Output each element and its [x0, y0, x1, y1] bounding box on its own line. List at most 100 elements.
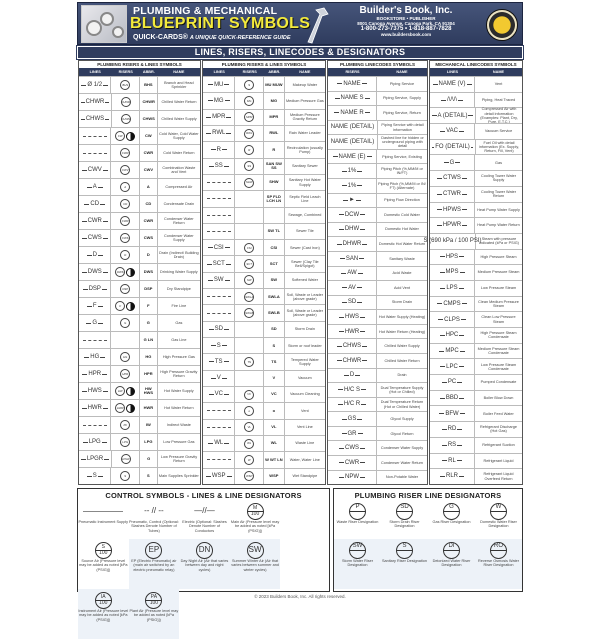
- line-stroke: [360, 316, 365, 318]
- symbol-name: Acid Waste: [392, 271, 412, 276]
- line-symbol: SAN: [328, 251, 378, 266]
- designator-circle-icon: W: [490, 502, 507, 520]
- designator-symbol: M 100: [246, 502, 264, 520]
- designator-code: SW: [352, 542, 363, 549]
- table-row: S S S Main Supplies Sprinkler: [79, 467, 200, 484]
- symbol-name: Soil, Waste or Leader (above grade): [286, 292, 324, 301]
- symbol-name: Branch and Head Sprinkler: [164, 80, 194, 89]
- riser-circle-icon: CHWR: [120, 97, 131, 107]
- table-row: F F F Fire Line: [79, 297, 200, 314]
- table-row: HPR HPR HPR High Pressure Gravity Return: [79, 365, 200, 382]
- symbol-name: Glycol Supply: [390, 416, 414, 421]
- table-row: CLPS Clean Low Pressure Steam: [430, 311, 522, 327]
- line-label: SS: [214, 163, 223, 170]
- line-stroke: [437, 193, 443, 195]
- column-header: RISERS: [345, 70, 360, 74]
- symbol-name: Condenser Water Return: [164, 216, 194, 225]
- designator-symbol: G: [443, 502, 460, 520]
- line-stroke: [357, 433, 363, 435]
- table-row: RL Refrigerant Liquid: [430, 452, 522, 469]
- line-symbol: CTWR: [430, 186, 476, 202]
- designator-label: Pneumatic, Control (Optional: Slashes De…: [128, 520, 179, 533]
- line-symbol: RD: [430, 422, 476, 437]
- riser-circle-icon: DWS: [115, 267, 126, 277]
- symbol-name: Clean Low Pressure Steam: [481, 315, 516, 324]
- abbreviation: CWS: [140, 230, 158, 246]
- table-row: CSI CSI CSI Sewer (Cast Iron): [203, 239, 325, 256]
- designator-symbol: DI: [443, 541, 460, 559]
- brand-line: QUICK-CARDS® A UNIQUE QUICK-REFERENCE GU…: [133, 34, 291, 41]
- table-row: ► Piping Flow Direction: [328, 192, 427, 208]
- designator-code: DN: [198, 545, 211, 554]
- table-row: SD SD Storm Drain: [203, 320, 325, 337]
- line-symbol: HPR: [79, 366, 112, 382]
- table-row: WL WL WL Waste Line: [203, 434, 325, 452]
- table-row: MPC Medium Pressure Steam Condensate: [430, 342, 522, 359]
- line-symbol: WL: [203, 435, 236, 452]
- line-label: MU: [214, 81, 224, 88]
- line-stroke: [360, 462, 366, 464]
- line-stroke: [208, 443, 214, 445]
- line-stroke: [357, 185, 363, 187]
- designator-label: Storm Water Riser Designation: [341, 559, 374, 568]
- table-row: AW Acid Waste: [328, 265, 427, 281]
- line-label: RLR: [446, 473, 459, 480]
- abbreviation: WSP: [264, 468, 285, 484]
- abbreviation: SW TL: [264, 223, 285, 240]
- control-symbols-panel: CONTROL SYMBOLS - LINES & LINE DESIGNATO…: [77, 488, 330, 639]
- line-label: S: [216, 342, 221, 349]
- line-symbol: BFW: [430, 406, 476, 422]
- line-stroke: [104, 458, 109, 460]
- table-row: HWS HW HW HWS Hot Water Supply: [79, 382, 200, 399]
- designator-symbol: SW: [246, 541, 264, 559]
- line-label: NAME R: [340, 109, 364, 116]
- line-symbol: HWR: [328, 324, 378, 339]
- title-line2: BLUEPRINT SYMBOLS: [130, 15, 311, 32]
- line-symbol: CHWS: [328, 339, 378, 353]
- line-label: DWS: [87, 268, 102, 275]
- designator-label: Instrument Air (Pressure level may be ad…: [78, 609, 129, 622]
- line-label: MG: [213, 97, 224, 104]
- table-row: NAME Piping Service: [328, 76, 427, 91]
- line-stroke: [455, 162, 461, 164]
- line-label: WL: [214, 440, 224, 447]
- line-stroke: [439, 334, 445, 336]
- riser-circle-icon: LPGR: [120, 454, 131, 464]
- symbol-name: Sanitary Sewer: [291, 164, 318, 169]
- line-label: CWV: [87, 166, 102, 173]
- plumbing-linecodes-table: PLUMBING LINECODES SYMBOLS RISERS NAME NAME…: [327, 60, 428, 485]
- line-stroke: [441, 428, 447, 430]
- symbol-name: Medium Pressure Steam: [477, 270, 520, 275]
- riser-symbol: WSP: [235, 468, 265, 484]
- line-stroke: [457, 444, 463, 446]
- line-stroke: [459, 476, 465, 478]
- table-row: HG HG HG High Pressure Gas: [79, 348, 200, 365]
- line-stroke: [102, 390, 108, 392]
- line-stroke: [460, 319, 466, 321]
- line-stroke: [432, 146, 435, 148]
- designator-code: EP: [148, 545, 160, 554]
- designator-circle-icon: P: [349, 502, 366, 520]
- riser-symbol: S: [111, 468, 140, 484]
- table-row: AV Acid Vent: [328, 280, 427, 295]
- table-title: PLUMBING RISERS & LINES SYMBOLS: [221, 62, 307, 67]
- symbol-name: Low Pressure Gas: [163, 439, 195, 444]
- line-stroke: [355, 374, 361, 376]
- designator-code: W: [495, 503, 502, 510]
- abbreviation: CHWR: [140, 94, 158, 110]
- line-label: LPS: [446, 285, 458, 292]
- column-header: LINES: [213, 70, 225, 74]
- line-symbol: ►: [328, 193, 378, 208]
- line-label: GS: [347, 415, 357, 422]
- symbol-name: Domestic Hot Water: [385, 227, 419, 232]
- line-stroke: [97, 305, 103, 307]
- table-row: NPW Non-Potable Water: [328, 469, 427, 485]
- riser-symbol: SS: [235, 158, 265, 174]
- line-stroke: [458, 366, 464, 368]
- riser-circle-icon: HPR: [120, 369, 131, 379]
- table-row: R R R Recirculation (usually Pump): [203, 141, 325, 158]
- table-row: CTWS Cooling Tower Water Supply: [430, 170, 522, 186]
- line-stroke: [81, 271, 87, 273]
- column-header: NAME: [299, 70, 311, 74]
- abbreviation: S: [264, 338, 285, 354]
